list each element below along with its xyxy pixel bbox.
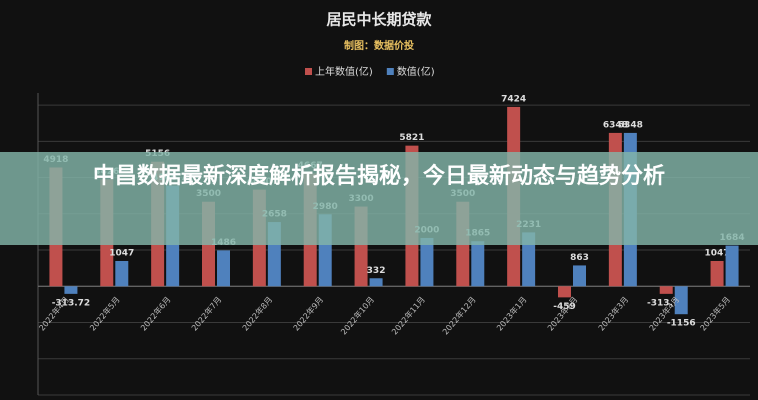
bar — [573, 265, 586, 287]
bar — [674, 286, 688, 315]
value-label: 332 — [367, 266, 386, 276]
legend-label: 数值(亿) — [397, 65, 435, 78]
value-label: -313.72 — [647, 298, 685, 308]
bar — [64, 286, 78, 294]
banner-headline: 中昌数据最新深度解析报告揭秘，今日最新动态与趋势分析 — [92, 164, 665, 189]
value-label: 7424 — [501, 94, 526, 104]
value-label: 5821 — [399, 133, 424, 143]
bar — [369, 278, 383, 287]
chart-title: 居民中长期贷款 — [326, 11, 432, 29]
value-label: -459 — [553, 302, 576, 312]
value-label: 1047 — [109, 248, 134, 258]
banner — [0, 152, 758, 245]
bar — [710, 260, 724, 287]
bar — [217, 250, 230, 287]
value-label: 6348 — [603, 120, 628, 130]
value-label: 863 — [570, 253, 589, 263]
bar — [659, 286, 673, 294]
value-label: 6348 — [618, 120, 643, 130]
value-label: 1047 — [705, 248, 730, 258]
legend-label: 上年数值(亿) — [315, 65, 373, 78]
bar — [725, 245, 739, 287]
value-label: -1156 — [667, 319, 696, 329]
overlay: 中昌数据最新深度解析报告揭秘，今日最新动态与趋势分析 — [0, 152, 758, 245]
legend-swatch — [386, 68, 394, 75]
banner-box: 中昌数据最新深度解析报告揭秘，今日最新动态与趋势分析 — [92, 164, 665, 189]
bar — [115, 260, 129, 287]
bar — [420, 237, 434, 287]
legend-swatch — [305, 68, 312, 75]
bar — [558, 286, 571, 298]
bar — [471, 241, 485, 287]
bar — [522, 232, 536, 287]
chart-subtitle: 制图：数据价投 — [344, 39, 414, 52]
value-label: -313.72 — [52, 298, 90, 308]
